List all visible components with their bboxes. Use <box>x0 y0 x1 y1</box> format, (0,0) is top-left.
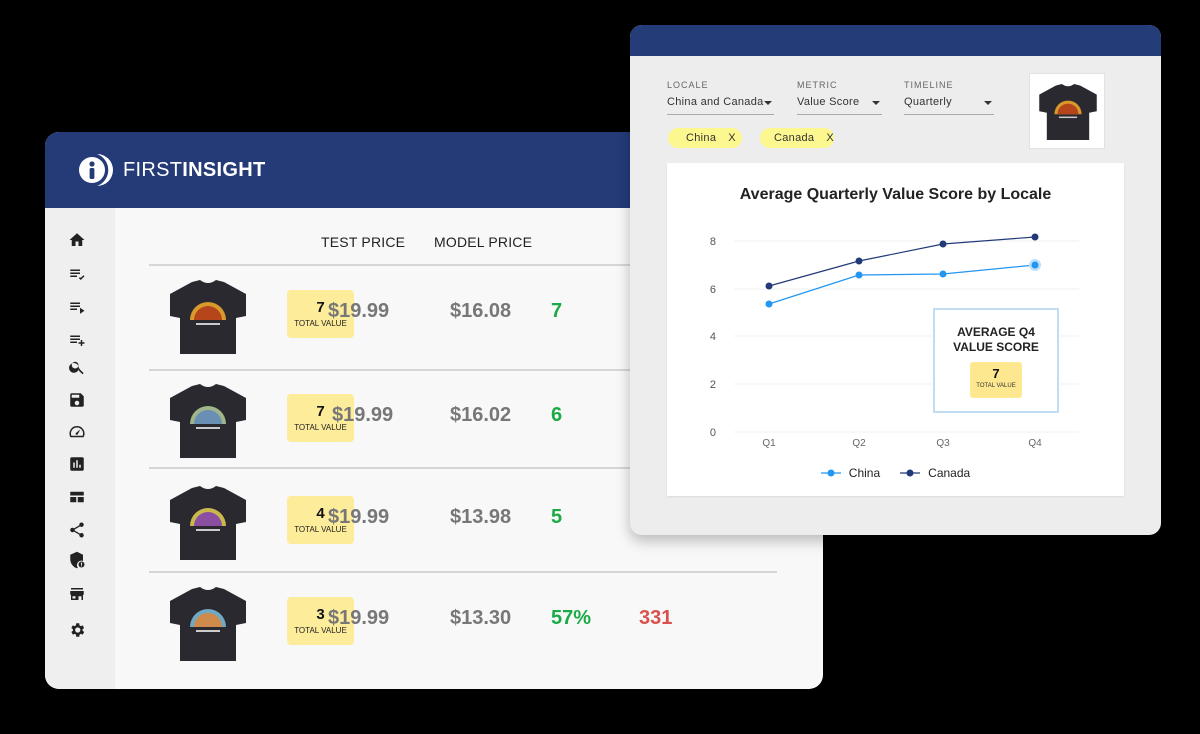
search-icon[interactable] <box>68 358 86 376</box>
x-tick: Q1 <box>762 438 776 449</box>
model-price: $16.08 <box>450 300 512 322</box>
first-insight-logo[interactable]: FIRSTINSIGHT <box>75 150 266 190</box>
legend-canada[interactable]: Canada <box>900 466 970 480</box>
table-row[interactable]: 4 TOTAL VALUE $19.99 $13.98 5 <box>115 472 815 572</box>
q4-summary-card: AVERAGE Q4 VALUE SCORE 7 TOTAL VALUE <box>933 308 1059 413</box>
count: 331 <box>639 607 673 629</box>
product-image <box>170 486 246 560</box>
series-china-points <box>765 259 1041 308</box>
y-tick: 6 <box>710 284 716 296</box>
playlist-check-icon[interactable] <box>68 265 86 283</box>
series-china-line <box>768 264 1036 305</box>
header-test-price[interactable]: TEST PRICE <box>321 234 406 250</box>
shield-alert-icon[interactable] <box>68 551 86 569</box>
table-icon[interactable] <box>68 488 86 506</box>
legend-marker-icon <box>820 469 841 477</box>
total-value-badge: 7 TOTAL VALUE <box>287 394 354 442</box>
legend-marker-icon <box>900 469 921 477</box>
model-price: $16.02 <box>450 404 512 426</box>
y-tick: 8 <box>710 236 716 248</box>
metric-filter[interactable]: METRIC Value Score <box>797 80 882 115</box>
chip-canada[interactable]: Canada X <box>760 128 834 148</box>
test-price: $19.99 <box>332 404 394 426</box>
y-tick: 0 <box>710 427 716 439</box>
chevron-down-icon <box>872 101 880 105</box>
header-model-price[interactable]: MODEL PRICE <box>434 234 533 250</box>
percent: 57% <box>551 607 592 629</box>
chart-title: Average Quarterly Value Score by Locale <box>739 186 1052 203</box>
test-price: $19.99 <box>328 506 390 528</box>
close-icon[interactable]: X <box>728 132 736 144</box>
share-icon[interactable] <box>68 521 86 539</box>
percent: 7 <box>551 300 563 322</box>
y-tick: 2 <box>710 379 716 391</box>
test-price: $19.99 <box>328 607 390 629</box>
product-image <box>170 587 246 661</box>
divider <box>149 571 777 573</box>
divider <box>149 264 777 266</box>
total-value-badge: 3 TOTAL VALUE <box>287 597 354 645</box>
model-price: $13.98 <box>450 506 512 528</box>
chart-window-header <box>630 25 1161 56</box>
x-tick: Q4 <box>1028 438 1042 449</box>
product-image <box>170 384 246 458</box>
chip-china[interactable]: China X <box>668 128 742 148</box>
home-icon[interactable] <box>68 231 86 249</box>
line-chart: 0 2 4 6 8 Q1 Q2 Q3 Q4 <box>710 233 1079 449</box>
legend-china[interactable]: China <box>820 466 880 480</box>
close-icon[interactable]: X <box>826 132 834 144</box>
chevron-down-icon <box>764 101 772 105</box>
table-row[interactable]: 7 TOTAL VALUE $19.99 $16.02 6 <box>115 370 815 470</box>
line-chart-card: Average Quarterly Value Score by Locale … <box>667 163 1124 496</box>
product-thumbnail[interactable] <box>1029 73 1105 149</box>
x-tick: Q3 <box>936 438 950 449</box>
total-value-badge: 4 TOTAL VALUE <box>287 496 354 544</box>
playlist-play-icon[interactable] <box>68 298 86 316</box>
logo-mark-icon <box>79 154 113 186</box>
save-icon[interactable] <box>68 391 86 409</box>
product-table: TEST PRICE MODEL PRICE 7 TOTAL VALUE $19… <box>115 208 823 689</box>
chevron-down-icon <box>984 101 992 105</box>
model-price: $13.30 <box>450 607 512 629</box>
store-icon[interactable] <box>68 585 86 603</box>
percent: 6 <box>551 404 563 426</box>
table-row[interactable]: 3 TOTAL VALUE $19.99 $13.30 57% 331 <box>115 573 815 673</box>
percent: 5 <box>551 506 563 528</box>
speedometer-icon[interactable] <box>68 423 86 441</box>
series-canada-line <box>768 236 1036 287</box>
metric-select[interactable]: Value Score <box>797 96 882 115</box>
settings-icon[interactable] <box>68 621 86 639</box>
test-price: $19.99 <box>328 300 390 322</box>
x-tick: Q2 <box>852 438 866 449</box>
y-tick: 4 <box>710 331 716 343</box>
chart-window: LOCALE China and Canada METRIC Value Sco… <box>630 25 1161 535</box>
bar-chart-icon[interactable] <box>68 455 86 473</box>
table-row[interactable]: 7 TOTAL VALUE $19.99 $16.08 7 <box>115 266 815 366</box>
divider <box>149 369 777 371</box>
total-value-badge: 7 TOTAL VALUE <box>287 290 354 338</box>
brand-name: FIRSTINSIGHT <box>123 158 266 181</box>
series-canada-points <box>765 233 1039 290</box>
playlist-add-icon[interactable] <box>68 331 86 349</box>
locale-filter[interactable]: LOCALE China and Canada <box>667 80 774 115</box>
timeline-filter[interactable]: TIMELINE Quarterly <box>904 80 994 115</box>
divider <box>149 467 777 469</box>
product-image <box>170 280 246 354</box>
locale-select[interactable]: China and Canada <box>667 96 774 115</box>
total-value-badge: 7 TOTAL VALUE <box>970 362 1022 398</box>
chart-legend: China Canada <box>667 466 1124 480</box>
sidebar <box>45 208 115 689</box>
product-image <box>1039 84 1097 140</box>
timeline-select[interactable]: Quarterly <box>904 96 994 115</box>
